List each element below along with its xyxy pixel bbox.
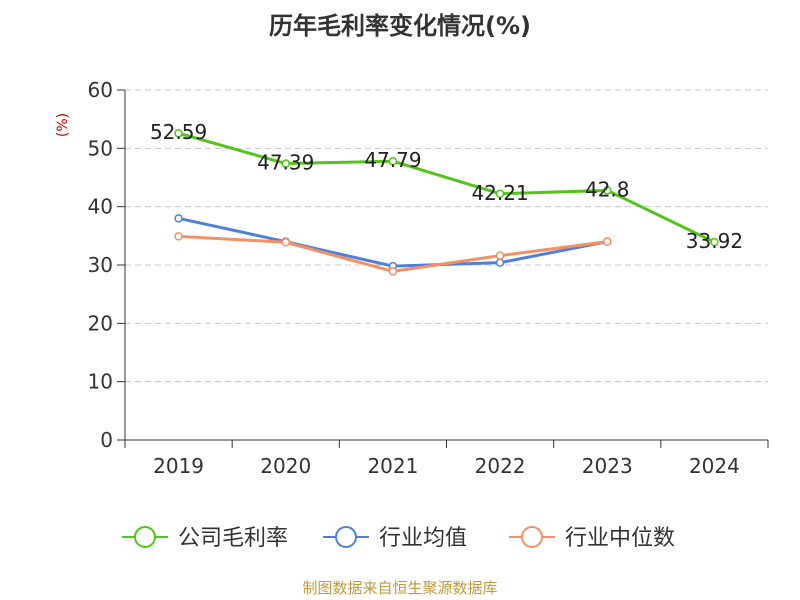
legend: 公司毛利率 行业均值 行业中位数	[122, 526, 675, 551]
legend-label: 行业均值	[379, 526, 467, 551]
legend-marker	[134, 526, 156, 548]
data-label: 52.59	[150, 120, 207, 144]
y-tick-label: 10	[88, 370, 113, 394]
data-label: 47.79	[364, 148, 421, 172]
data-point	[710, 237, 719, 247]
data-point	[603, 186, 612, 195]
data-label: 42.8	[585, 177, 630, 201]
data-point	[174, 232, 183, 241]
data-point	[603, 237, 612, 246]
source-note: 制图数据来自恒生聚源数据库	[302, 579, 497, 597]
y-tick-label: 0	[100, 428, 113, 452]
x-tick-label: 2023	[582, 454, 633, 478]
legend-label: 公司毛利率	[178, 526, 288, 551]
data-point	[388, 156, 398, 166]
x-tick-label: 2022	[475, 454, 526, 478]
data-point	[281, 159, 290, 168]
legend-item-2[interactable]: 行业中位数	[509, 526, 675, 551]
data-label: 42.21	[471, 181, 528, 205]
y-axis-title: (%)	[55, 113, 71, 137]
y-tick-label: 40	[88, 195, 113, 219]
data-point	[495, 251, 505, 260]
data-point	[174, 128, 183, 138]
series-line-0	[178, 131, 716, 244]
data-point	[281, 238, 290, 247]
x-tick-label: 2021	[367, 454, 418, 478]
grid-lines	[125, 89, 768, 383]
y-tick-label: 30	[88, 253, 113, 277]
y-tick-label: 60	[88, 78, 113, 102]
x-tick-label: 2024	[689, 454, 740, 478]
data-point	[174, 214, 183, 223]
data-point	[495, 189, 505, 199]
data-labels: 52.59 47.39 47.79 42.21 42.8 33.92	[150, 120, 743, 253]
series-lines	[174, 128, 719, 276]
data-point	[495, 258, 505, 267]
x-tick-label: 2019	[153, 454, 204, 478]
series-line-1	[178, 216, 608, 268]
legend-item-1[interactable]: 行业均值	[323, 526, 467, 551]
chart-title: 历年毛利率变化情况(%)	[269, 12, 531, 40]
legend-label: 行业中位数	[565, 526, 675, 551]
legend-marker	[335, 526, 357, 548]
legend-marker	[521, 526, 543, 548]
y-tick-label: 50	[88, 136, 113, 160]
legend-item-0[interactable]: 公司毛利率	[122, 526, 288, 551]
data-point	[388, 267, 398, 276]
data-label: 47.39	[257, 151, 314, 175]
axes: 0 10 20 30 40 50 60 2019 2020 2021 2022 2023 2024	[88, 78, 769, 478]
data-label: 33.92	[686, 229, 743, 253]
y-tick-label: 20	[88, 311, 113, 335]
x-tick-label: 2020	[260, 454, 311, 478]
